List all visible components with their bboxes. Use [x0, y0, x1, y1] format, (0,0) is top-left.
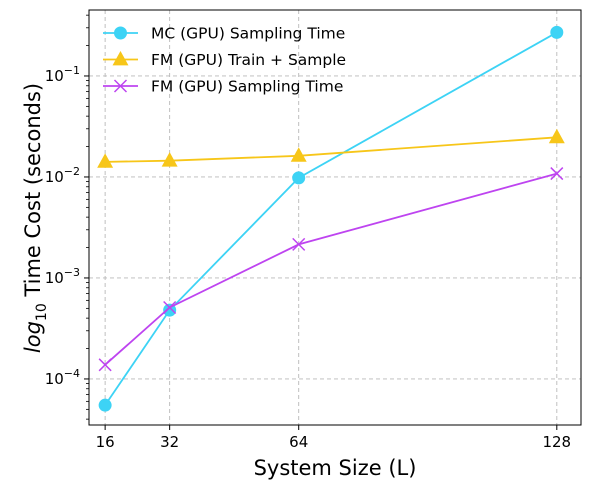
legend-item: MC (GPU) Sampling Time	[103, 25, 345, 43]
x-tick-label: 32	[160, 433, 179, 451]
data-point	[161, 152, 178, 167]
series-line	[104, 31, 558, 406]
legend: MC (GPU) Sampling Time FM (GPU) Train + S…	[103, 25, 346, 96]
data-point	[550, 25, 564, 39]
y-axis-ticks: 10−4 10−3 10−2 10−1	[45, 14, 89, 420]
y-axis-label-base: log	[21, 321, 45, 353]
data-point	[548, 128, 565, 144]
series-circle	[98, 25, 564, 412]
x-tick-label: 16	[96, 433, 115, 451]
legend-label: MC (GPU) Sampling Time	[151, 25, 345, 43]
data-point	[550, 167, 564, 181]
y-tick-label: 10−4	[45, 367, 80, 388]
grid-lines	[89, 10, 581, 425]
series-line	[105, 136, 557, 163]
legend-label: FM (GPU) Sampling Time	[151, 78, 343, 96]
data-point	[163, 303, 177, 317]
x-tick-label: 64	[289, 433, 308, 451]
data-point	[163, 300, 177, 315]
y-tick-label: 10−1	[45, 64, 80, 85]
series-triangle	[97, 128, 565, 168]
y-tick-label: 10−2	[45, 165, 80, 186]
x-axis-label: System Size (L)	[254, 456, 417, 480]
data-point	[292, 171, 306, 185]
data-point	[292, 237, 306, 251]
y-axis-label-sub: 10	[34, 303, 50, 321]
data-point	[290, 147, 307, 162]
series-x	[98, 167, 564, 372]
legend-item: FM (GPU) Sampling Time	[103, 78, 343, 96]
x-axis-ticks: 16 32 64 128	[96, 425, 571, 451]
data-point	[98, 398, 112, 412]
y-axis-label-rest: Time Cost (seconds)	[21, 83, 45, 303]
legend-item: FM (GPU) Train + Sample	[103, 50, 346, 69]
y-axis-label: log10 Time Cost (seconds)	[21, 83, 50, 353]
legend-marker	[113, 79, 128, 93]
legend-label: FM (GPU) Train + Sample	[151, 51, 346, 69]
series-line	[104, 172, 558, 366]
data-point	[97, 153, 114, 168]
x-tick-label: 128	[542, 433, 571, 451]
data-point	[98, 358, 112, 372]
legend-marker	[114, 26, 127, 40]
plot-area	[88, 9, 582, 426]
legend-marker	[112, 50, 129, 66]
series-layer	[97, 25, 565, 412]
y-tick-label: 10−3	[45, 266, 80, 287]
